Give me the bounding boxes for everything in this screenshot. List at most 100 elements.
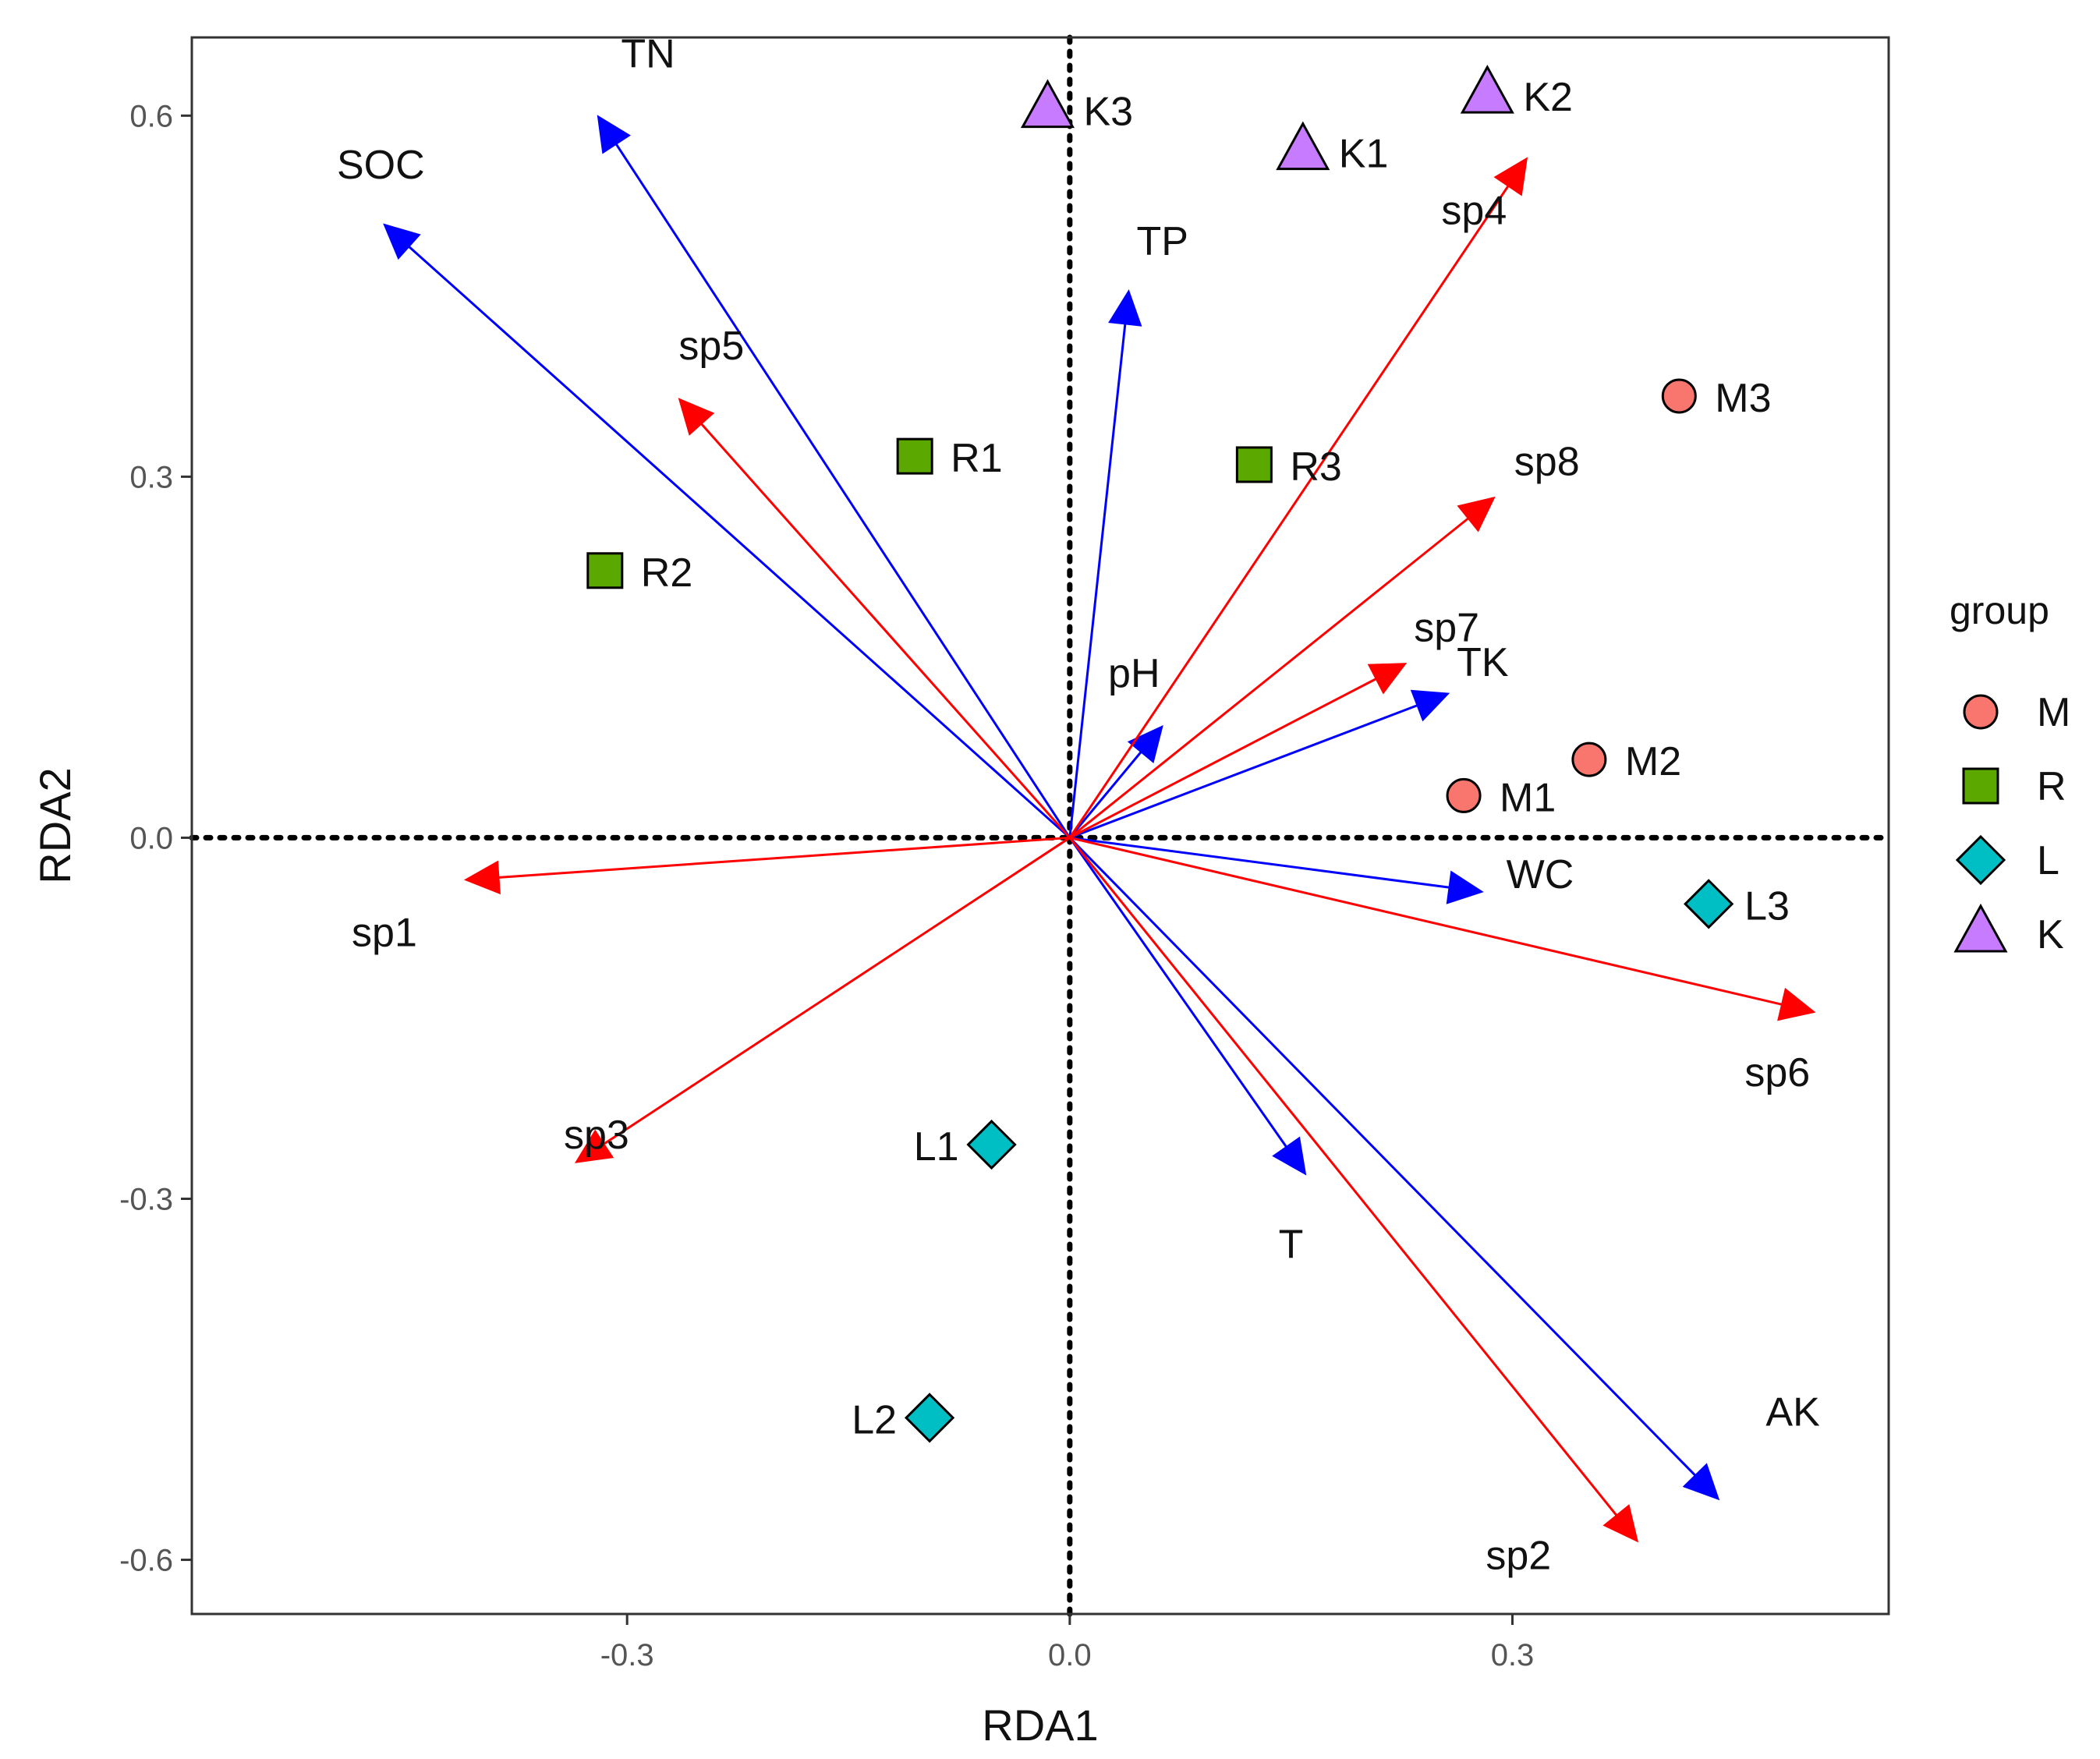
env-arrowhead-TK (1410, 689, 1450, 722)
env-arrowhead-T (1272, 1136, 1307, 1176)
site-label-M1: M1 (1500, 775, 1556, 820)
env-arrow-TP (1068, 324, 1127, 838)
species-label-sp6: sp6 (1744, 1050, 1810, 1095)
zero-lines (189, 34, 1892, 1617)
x-tick-label: -0.3 (600, 1638, 654, 1672)
env-label-TN: TN (621, 31, 675, 76)
y-axis: -0.6 -0.3 0.0 0.3 0.6 (119, 99, 192, 1578)
site-point-M3 (1661, 378, 1697, 414)
x-tick-label: 0.0 (1048, 1638, 1092, 1672)
y-axis-title: RDA2 (30, 767, 80, 883)
legend-label-L: L (2037, 838, 2059, 883)
site-label-R1: R1 (951, 436, 1002, 481)
site-label-L1: L1 (914, 1124, 959, 1170)
species-arrowhead-sp2 (1602, 1504, 1639, 1543)
site-point-K2 (1460, 64, 1514, 114)
species-arrow-sp4 (1068, 186, 1510, 839)
legend-label-M: M (2037, 690, 2070, 735)
legend-key-M (1963, 694, 1999, 730)
species-arrowhead-sp4 (1493, 157, 1528, 196)
species-arrowhead-sp6 (1777, 987, 1816, 1021)
site-point-M2 (1571, 741, 1607, 777)
site-label-L3: L3 (1744, 883, 1790, 929)
env-arrowhead-TN (597, 115, 631, 154)
species-label-sp3: sp3 (564, 1113, 629, 1158)
env-arrow-T (1068, 837, 1287, 1148)
env-label-TP: TP (1137, 219, 1188, 264)
species-label-sp7: sp7 (1414, 606, 1479, 651)
site-label-M3: M3 (1715, 376, 1771, 421)
y-tick-label: 0.6 (129, 99, 173, 133)
site-label-K2: K2 (1523, 75, 1573, 120)
site-point-K1 (1276, 121, 1330, 171)
species-arrow-sp5 (700, 423, 1071, 839)
env-arrow-TN (615, 143, 1071, 839)
env-arrow-SOC (408, 246, 1071, 839)
y-tick-label: -0.6 (119, 1544, 173, 1578)
plot-panel (192, 37, 1889, 1614)
env-arrowhead-WC (1446, 870, 1484, 904)
species-arrowhead-sp5 (678, 398, 715, 436)
legend-key-R (1962, 767, 1999, 805)
species-label-sp8: sp8 (1514, 440, 1580, 485)
env-arrowhead-SOC (383, 223, 421, 260)
env-arrow-AK (1068, 837, 1696, 1477)
legend-key-K (1953, 903, 2008, 953)
x-tick-label: 0.3 (1491, 1638, 1535, 1672)
species-arrowhead-sp7 (1367, 663, 1408, 695)
species-label-sp4: sp4 (1441, 188, 1507, 233)
species-arrowhead-sp3 (574, 1129, 614, 1163)
site-label-K1: K1 (1339, 132, 1389, 177)
env-label-AK: AK (1765, 1389, 1820, 1435)
site-point-R3 (1235, 446, 1273, 483)
legend-title: group (1949, 589, 2049, 632)
legend-key-L (1955, 834, 2006, 886)
env-arrow-pH (1068, 751, 1142, 839)
site-point-R1 (896, 437, 933, 475)
env-label-TK: TK (1457, 640, 1509, 685)
site-label-K3: K3 (1083, 90, 1133, 135)
y-tick-label: -0.3 (119, 1182, 173, 1216)
species-arrow-sp1 (498, 836, 1070, 879)
env-arrowhead-pH (1127, 724, 1163, 764)
env-arrow-WC (1069, 836, 1450, 889)
site-label-L2: L2 (852, 1397, 897, 1442)
env-arrow-TK (1069, 704, 1418, 839)
legend-label-R: R (2037, 764, 2066, 809)
env-arrowhead-AK (1682, 1463, 1720, 1501)
species-arrow-sp6 (1069, 836, 1782, 1006)
site-point-L3 (1684, 879, 1734, 929)
y-tick-label: 0.0 (129, 821, 173, 855)
env-arrowhead-TP (1108, 288, 1142, 327)
site-point-R2 (586, 552, 624, 589)
env-label-WC: WC (1507, 852, 1574, 897)
arrows-layer (383, 115, 1816, 1543)
y-tick-label: 0.3 (129, 460, 173, 494)
species-arrow-sp3 (603, 837, 1071, 1145)
labels-layer: TN SOC TP pH TK WC T AK sp1 sp2 sp3 sp4 sp5 sp6 sp7 sp8… (337, 31, 1820, 1578)
species-arrowhead-sp1 (463, 860, 501, 895)
points-layer (586, 64, 1734, 1443)
site-label-M2: M2 (1625, 739, 1681, 784)
legend-label-K: K (2037, 912, 2064, 957)
x-axis-title: RDA1 (982, 1701, 1098, 1750)
plot-border (190, 36, 1890, 1616)
species-label-sp2: sp2 (1486, 1533, 1551, 1578)
species-label-sp5: sp5 (678, 324, 744, 369)
species-arrowhead-sp8 (1457, 496, 1496, 533)
site-label-R3: R3 (1290, 444, 1341, 490)
site-point-L1 (966, 1119, 1017, 1170)
env-label-T: T (1279, 1223, 1304, 1268)
site-point-M1 (1446, 777, 1482, 813)
env-label-pH: pH (1108, 651, 1160, 696)
site-label-R2: R2 (641, 550, 692, 596)
species-label-sp1: sp1 (352, 910, 417, 955)
site-point-L2 (904, 1393, 955, 1443)
env-label-SOC: SOC (337, 143, 425, 188)
site-point-K3 (1020, 79, 1075, 129)
species-arrow-sp8 (1068, 517, 1469, 839)
species-arrow-sp2 (1068, 837, 1617, 1517)
x-axis: -0.3 0.0 0.3 (600, 1614, 1535, 1672)
